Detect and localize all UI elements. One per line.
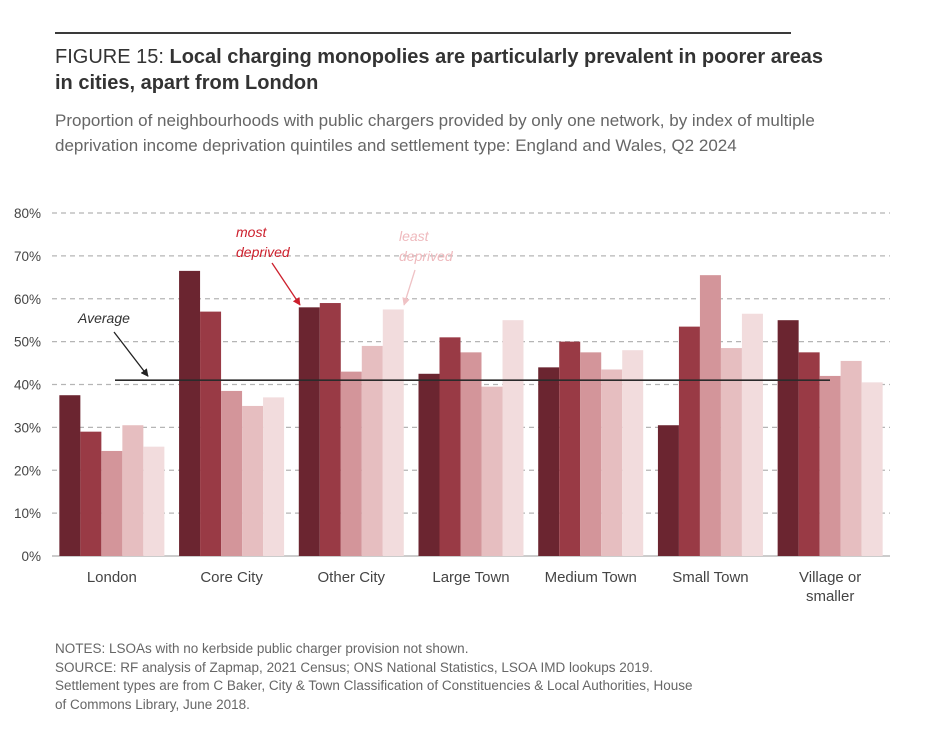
figure-title-text: Local charging monopolies are particular…: [55, 46, 824, 94]
bars-layer: [59, 270, 883, 556]
bar: [840, 360, 862, 556]
figure-label: FIGURE 15:: [55, 46, 170, 68]
average-label: Average: [77, 310, 130, 326]
least-deprived-label: least: [399, 228, 430, 244]
y-tick-label: 0%: [21, 549, 41, 564]
y-tick-label: 10%: [14, 506, 41, 521]
figure-title: FIGURE 15: Local charging monopolies are…: [55, 44, 835, 96]
bar: [200, 311, 222, 556]
y-tick-label: 40%: [14, 378, 41, 393]
labels-layer: 0% 10% 20% 30% 40% 50% 60% 70% 80% London Core Cit…: [14, 206, 861, 605]
x-tick-label: Village or: [799, 569, 861, 586]
bar: [819, 375, 841, 556]
bar: [263, 397, 285, 556]
x-tick-label: Core City: [200, 569, 263, 586]
bar: [580, 352, 602, 556]
bar: [59, 395, 81, 556]
y-tick-label: 70%: [14, 249, 41, 264]
bar: [179, 270, 201, 556]
least-deprived-label: deprived: [399, 248, 454, 264]
notes: NOTES: LSOAs with no kerbside public cha…: [55, 640, 875, 714]
most-deprived-label: deprived: [236, 244, 291, 260]
x-tick-label: smaller: [806, 588, 854, 605]
bar: [143, 446, 165, 556]
bar: [538, 367, 560, 556]
x-tick-label: London: [87, 569, 137, 586]
annotation-layer: Average most deprived least deprived: [77, 224, 454, 377]
bar: [298, 307, 320, 556]
x-tick-label: Other City: [318, 569, 386, 586]
most-deprived-label: most: [236, 224, 267, 240]
bar: [382, 309, 404, 556]
bar-chart: 0% 10% 20% 30% 40% 50% 60% 70% 80% London Core Cit…: [14, 206, 890, 605]
bar: [720, 348, 742, 556]
x-tick-label: Small Town: [672, 569, 748, 586]
bar: [678, 326, 700, 556]
top-rule: [55, 32, 791, 34]
bar: [657, 425, 679, 556]
bar: [361, 345, 383, 556]
figure-subtitle: Proportion of neighbourhoods with public…: [55, 111, 815, 155]
y-tick-label: 30%: [14, 420, 41, 435]
y-tick-label: 60%: [14, 292, 41, 307]
bar: [340, 371, 362, 556]
bar: [418, 373, 440, 556]
y-tick-label: 50%: [14, 335, 41, 350]
bar: [861, 382, 883, 556]
bar: [622, 350, 644, 556]
most-deprived-arrow: [271, 262, 301, 306]
y-tick-label: 80%: [14, 206, 41, 221]
bar: [601, 369, 623, 556]
average-arrow: [113, 331, 149, 377]
bar: [101, 450, 123, 556]
x-tick-label: Medium Town: [545, 569, 637, 586]
bar: [221, 390, 243, 556]
notes-line-4: of Commons Library, June 2018.: [55, 696, 250, 712]
bar: [439, 337, 461, 556]
bar: [699, 275, 721, 556]
x-tick-label: Large Town: [432, 569, 509, 586]
notes-line-2: SOURCE: RF analysis of Zapmap, 2021 Cens…: [55, 659, 654, 675]
bar: [777, 320, 799, 556]
least-deprived-arrow: [402, 269, 416, 306]
bar: [460, 352, 482, 556]
notes-line-1: NOTES: LSOAs with no kerbside public cha…: [55, 641, 469, 656]
bar: [502, 320, 524, 556]
notes-line-3: Settlement types are from C Baker, City …: [55, 678, 693, 693]
bar: [481, 386, 503, 556]
bar: [319, 303, 341, 556]
bar: [242, 405, 264, 556]
bar: [798, 352, 820, 556]
bar: [122, 425, 144, 556]
bar: [741, 313, 763, 556]
y-tick-label: 20%: [14, 463, 41, 478]
bar: [80, 431, 102, 556]
bar: [559, 341, 581, 556]
